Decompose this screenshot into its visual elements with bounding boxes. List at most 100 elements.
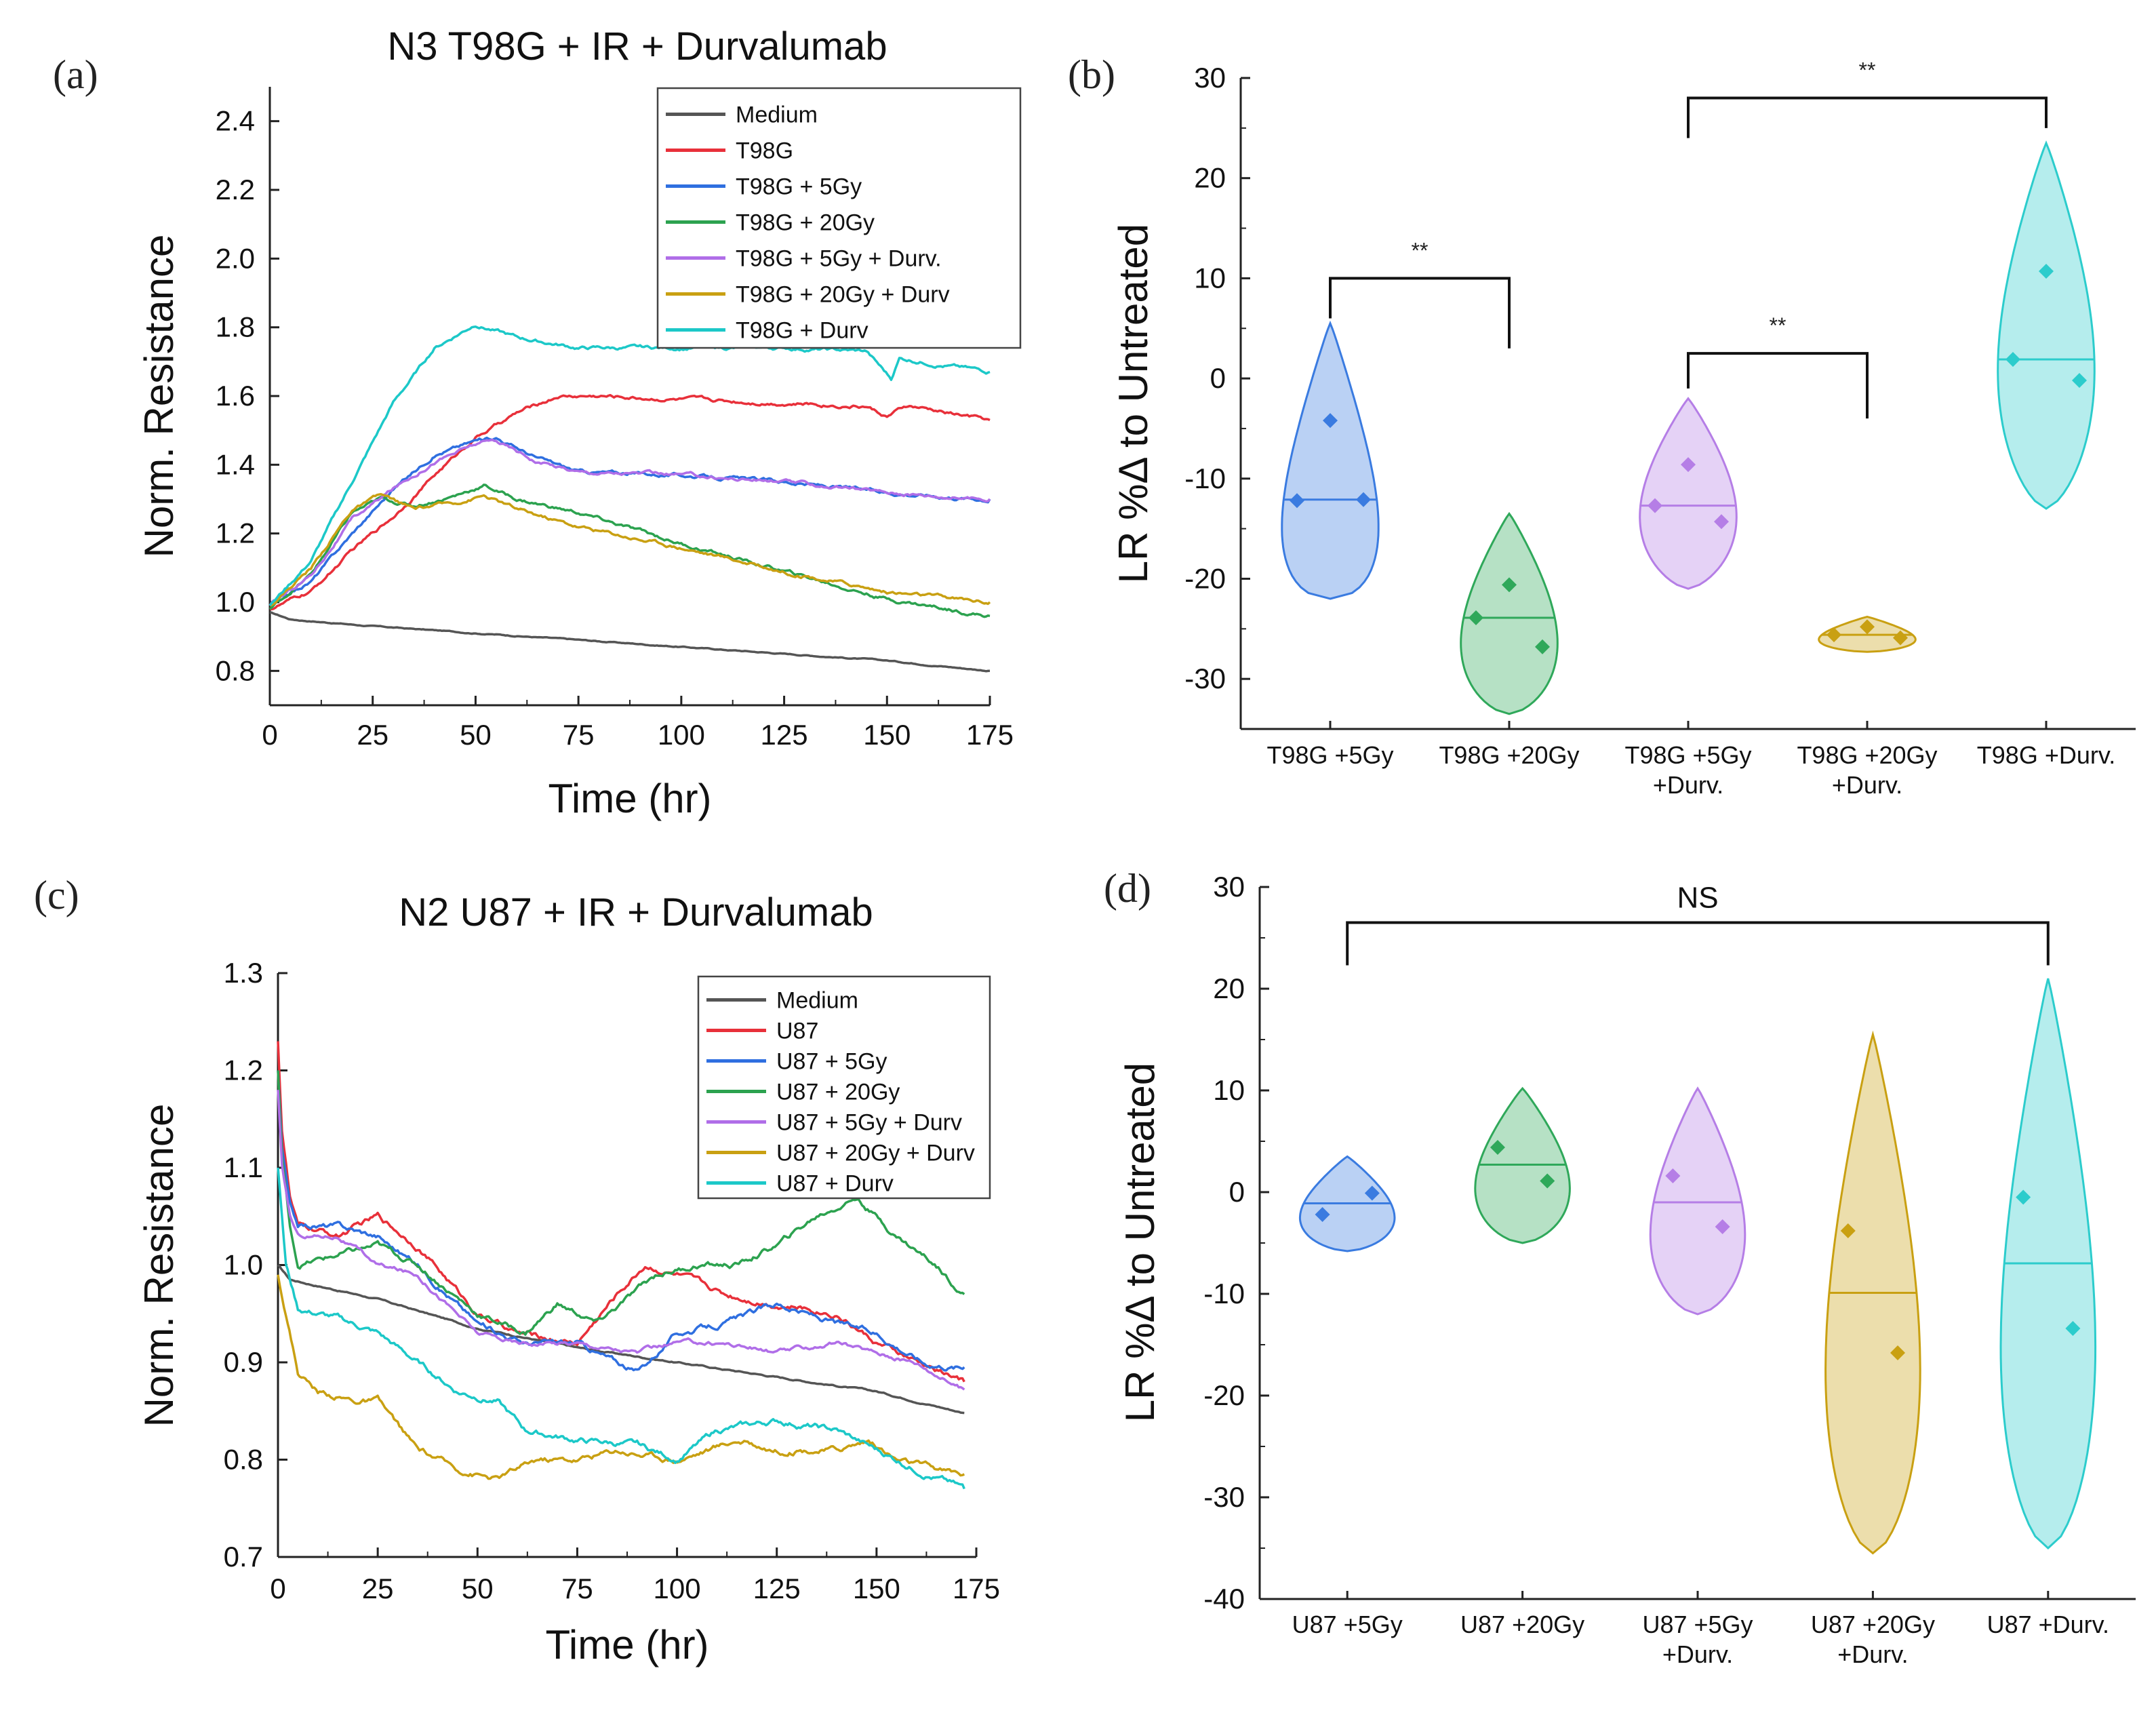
x-tick-label: 75: [561, 1573, 593, 1604]
series-line-5: [277, 1274, 965, 1480]
x-category-label: U87 +20Gy: [1460, 1611, 1584, 1638]
series-line-0: [277, 1264, 965, 1415]
data-point: [2065, 1321, 2081, 1336]
x-tick-label: 175: [966, 719, 1014, 751]
significance-label: NS: [1677, 882, 1718, 915]
y-tick-label: -10: [1184, 462, 1226, 494]
series-line-4: [268, 438, 991, 607]
x-tick-label: 0: [270, 1573, 285, 1604]
legend-label: U87 + 20Gy: [776, 1080, 900, 1105]
data-point: [1681, 457, 1696, 473]
data-point: [2005, 352, 2020, 368]
y-tick-label: -20: [1184, 562, 1226, 594]
series-line-6: [268, 325, 991, 607]
y-tick-label: 1.6: [216, 380, 255, 412]
x-tick-label: 75: [563, 719, 595, 751]
x-tick-label: 125: [753, 1573, 801, 1604]
y-tick-label: 0.7: [224, 1541, 263, 1573]
data-point: [2016, 1189, 2031, 1205]
x-category-label: U87 +Durv.: [1987, 1611, 2109, 1638]
y-tick-label: 0: [1229, 1176, 1245, 1208]
legend-box: [697, 975, 991, 1200]
y-tick-label: 0: [1210, 362, 1226, 394]
x-category-label: T98G +20Gy: [1439, 741, 1579, 769]
series-line-2: [277, 1070, 965, 1372]
legend-label: U87 + 5Gy: [776, 1049, 887, 1075]
data-point: [1289, 493, 1304, 509]
y-tick-label: 0.8: [224, 1444, 263, 1476]
y-tick-label: 1.0: [224, 1249, 263, 1281]
significance-bracket: [1329, 277, 1511, 349]
x-category-label: +Durv.: [1662, 1640, 1733, 1668]
data-point: [1323, 413, 1338, 429]
y-tick-label: 10: [1194, 262, 1226, 294]
data-point: [1647, 498, 1662, 513]
y-tick-label: -10: [1203, 1278, 1245, 1309]
legend-label: Medium: [776, 988, 858, 1014]
data-point: [1364, 1185, 1380, 1201]
chart-title: N2 U87 + IR + Durvalumab: [399, 890, 873, 934]
y-tick-label: 30: [1213, 871, 1245, 903]
x-tick-label: 50: [460, 719, 492, 751]
x-category-label: T98G +20Gy: [1797, 741, 1937, 769]
data-point: [1490, 1140, 1505, 1155]
y-tick-label: 1.2: [224, 1054, 263, 1086]
y-axis-label: LR %Δ to Untreated: [1117, 1063, 1163, 1422]
legend-label: U87 + 20Gy + Durv: [776, 1141, 975, 1166]
x-category-label: U87 +5Gy: [1642, 1611, 1753, 1638]
significance-label: **: [1412, 238, 1429, 262]
x-tick-label: 100: [654, 1573, 701, 1604]
significance-bracket: [1687, 96, 2048, 138]
series-line-0: [269, 611, 991, 673]
series-line-5: [269, 492, 991, 607]
x-category-label: U87 +20Gy: [1811, 1611, 1935, 1638]
y-tick-label: 1.0: [216, 586, 255, 618]
x-tick-label: 125: [761, 719, 808, 751]
x-tick-label: 25: [362, 1573, 394, 1604]
x-tick-label: 25: [357, 719, 388, 751]
x-tick-label: 150: [863, 719, 911, 751]
y-tick-label: 30: [1194, 62, 1226, 94]
significance-bracket: [1346, 921, 2050, 966]
violin-shape: [1281, 320, 1380, 600]
y-axis-label: LR %Δ to Untreated: [1111, 224, 1156, 583]
data-point: [1540, 1173, 1555, 1189]
series-line-6: [277, 1167, 965, 1490]
y-tick-label: 1.2: [216, 517, 255, 549]
x-tick-label: 100: [658, 719, 705, 751]
x-tick-label: 175: [953, 1573, 1000, 1604]
chart-d-violin-chart: LR %Δ to Untreated -40 -30 -20 -10 0 10 20 30 U87…: [1117, 871, 2136, 1668]
data-point: [1468, 610, 1483, 626]
series-line-3: [268, 483, 991, 618]
x-axis-label: Time (hr): [548, 776, 711, 821]
y-tick-label: 10: [1213, 1074, 1245, 1106]
y-tick-label: 1.1: [224, 1151, 263, 1183]
chart-title: N3 T98G + IR + Durvalumab: [387, 24, 887, 68]
x-tick-label: 50: [462, 1573, 494, 1604]
y-tick-label: 1.8: [216, 311, 255, 343]
panel-label-b: (b): [1068, 52, 1115, 97]
legend-label: T98G + 20Gy + Durv: [736, 282, 950, 308]
panel-label-d: (d): [1104, 866, 1151, 911]
significance-label: **: [1770, 313, 1786, 338]
y-tick-label: 0.8: [216, 654, 255, 686]
data-point: [2039, 264, 2054, 279]
chart-c-line-chart: N2 U87 + IR + Durvalumab Time (hr) Norm. R…: [136, 890, 1000, 1667]
data-point: [2072, 373, 2088, 389]
legend-label: T98G: [736, 138, 793, 164]
x-category-label: +Durv.: [1837, 1640, 1908, 1668]
x-category-label: T98G +Durv.: [1977, 741, 2115, 769]
x-category-label: T98G +5Gy: [1624, 741, 1751, 769]
legend-label: U87: [776, 1019, 818, 1044]
data-point: [1535, 639, 1551, 654]
legend-label: T98G + 5Gy: [736, 174, 862, 200]
chart-b-violin-chart: LR %Δ to Untreated -30 -20 -10 0 10 20 30 T98G +…: [1111, 58, 2136, 799]
data-point: [1315, 1207, 1330, 1222]
x-category-label: +Durv.: [1653, 771, 1723, 799]
panel-label-c: (c): [34, 873, 79, 917]
legend-label: T98G + Durv: [736, 318, 869, 344]
violin-shape: [1639, 397, 1738, 590]
legend-label: Medium: [736, 102, 818, 128]
x-category-label: U87 +5Gy: [1292, 1611, 1403, 1638]
